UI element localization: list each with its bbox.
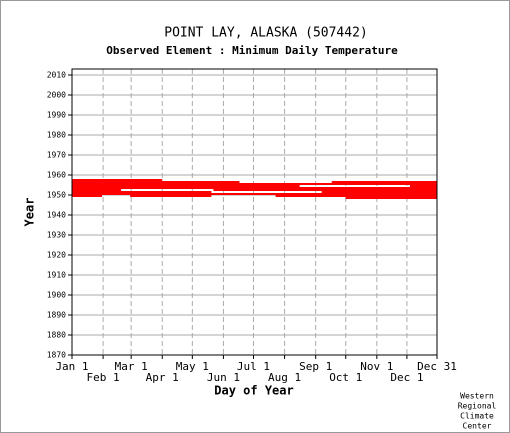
data-segment bbox=[72, 193, 437, 195]
credit-line: Center bbox=[463, 422, 492, 431]
x-tick-label: Apr 1 bbox=[146, 371, 179, 384]
data-segment bbox=[72, 195, 103, 197]
credit-line: Climate bbox=[460, 412, 494, 421]
y-tick-label: 2000 bbox=[47, 91, 66, 100]
x-tick-label: Dec 31 bbox=[417, 360, 457, 373]
data-segment bbox=[130, 195, 212, 197]
credit-line: Regional bbox=[458, 402, 497, 411]
data-segment bbox=[409, 185, 437, 187]
chart-title: POINT LAY, ALASKA (507442) bbox=[164, 26, 368, 41]
x-tick-label: Aug 1 bbox=[268, 371, 301, 384]
data-segment bbox=[275, 195, 437, 197]
x-tick-label: Jan 1 bbox=[55, 360, 88, 373]
data-segment bbox=[72, 187, 437, 189]
y-tick-label: 1960 bbox=[47, 171, 66, 180]
x-tick-label: Jun 1 bbox=[207, 371, 240, 384]
y-tick-label: 1870 bbox=[47, 351, 66, 360]
data-segment bbox=[213, 189, 437, 191]
y-tick-label: 1910 bbox=[47, 271, 66, 280]
y-tick-label: 1930 bbox=[47, 231, 66, 240]
data-segment bbox=[72, 181, 240, 183]
x-axis-label: Day of Year bbox=[214, 384, 293, 398]
y-tick-label: 1950 bbox=[47, 191, 66, 200]
y-tick-label: 2010 bbox=[47, 71, 66, 80]
x-tick-label: Sep 1 bbox=[299, 360, 332, 373]
y-tick-label: 1900 bbox=[47, 291, 66, 300]
x-tick-label: Jul 1 bbox=[237, 360, 270, 373]
y-tick-label: 1970 bbox=[47, 151, 66, 160]
chart-subtitle: Observed Element : Minimum Daily Tempera… bbox=[106, 44, 398, 57]
y-tick-label: 1940 bbox=[47, 211, 66, 220]
data-segment bbox=[321, 191, 437, 193]
x-tick-label: Mar 1 bbox=[115, 360, 148, 373]
data-segment bbox=[72, 179, 163, 181]
y-tick-label: 1920 bbox=[47, 251, 66, 260]
y-tick-label: 1880 bbox=[47, 331, 66, 340]
data-segment bbox=[72, 185, 300, 187]
y-tick-label: 1890 bbox=[47, 311, 66, 320]
x-tick-label: May 1 bbox=[176, 360, 209, 373]
plot-area bbox=[72, 69, 437, 355]
data-segment bbox=[72, 191, 212, 193]
x-tick-label: Dec 1 bbox=[390, 371, 423, 384]
x-tick-label: Oct 1 bbox=[329, 371, 362, 384]
x-tick-label: Nov 1 bbox=[360, 360, 393, 373]
plot-border bbox=[71, 68, 438, 356]
data-segment bbox=[331, 181, 437, 183]
data-segment bbox=[72, 183, 437, 185]
y-axis-label: Year bbox=[23, 198, 37, 227]
data-segment bbox=[72, 189, 122, 191]
x-tick-label: Feb 1 bbox=[87, 371, 120, 384]
y-tick-label: 1980 bbox=[47, 131, 66, 140]
y-tick-label: 1990 bbox=[47, 111, 66, 120]
data-segment bbox=[345, 197, 437, 199]
credit-line: Western bbox=[460, 392, 494, 401]
